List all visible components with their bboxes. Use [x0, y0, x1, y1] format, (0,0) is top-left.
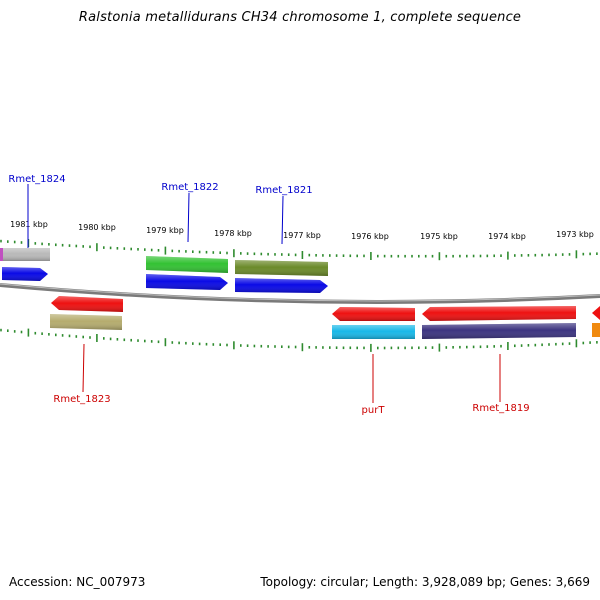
gene-label-rmet-1822[interactable]: Rmet_1822	[161, 182, 218, 193]
ruler-label: 1975 kbp	[420, 232, 458, 241]
ruler-label: 1979 kbp	[146, 226, 184, 235]
ruler-label: 1974 kbp	[488, 232, 526, 241]
upper-tick-ruler	[0, 239, 598, 261]
ruler-labels: 1981 kbp 1980 kbp 1979 kbp 1978 kbp 1977…	[10, 220, 594, 241]
gene-label-rmet-1821[interactable]: Rmet_1821	[255, 185, 312, 196]
ruler-label: 1981 kbp	[10, 220, 48, 229]
ruler-label: 1976 kbp	[351, 232, 389, 241]
ruler-label: 1978 kbp	[214, 229, 252, 238]
ruler-label: 1973 kbp	[556, 230, 594, 239]
gene-feature-orange	[592, 323, 600, 337]
gene-label-rmet-1823[interactable]: Rmet_1823	[53, 394, 110, 405]
ruler-label: 1980 kbp	[78, 223, 116, 232]
accession-text: Accession: NC_007973	[9, 575, 146, 589]
map-title: Ralstonia metallidurans CH34 chromosome …	[78, 10, 522, 25]
gene-leader-lines	[27, 184, 501, 403]
gene-label-purt[interactable]: purT	[362, 405, 386, 416]
gene-arrow-red	[592, 306, 600, 320]
reverse-strand-genes	[50, 296, 600, 339]
chromosome-backbone-highlight	[0, 283, 600, 302]
gene-label-rmet-1819[interactable]: Rmet_1819	[472, 403, 529, 414]
ruler-label: 1977 kbp	[283, 231, 321, 240]
gene-label-rmet-1824[interactable]: Rmet_1824	[8, 174, 65, 185]
lower-tick-ruler	[0, 328, 598, 352]
forward-strand-genes	[0, 248, 328, 293]
gene-feature-magenta	[0, 248, 3, 261]
topology-summary: Topology: circular; Length: 3,928,089 bp…	[260, 575, 590, 589]
gene-labels: Rmet_1824 Rmet_1822 Rmet_1821 Rmet_1823 …	[8, 174, 529, 416]
chromosome-backbone	[0, 283, 600, 304]
